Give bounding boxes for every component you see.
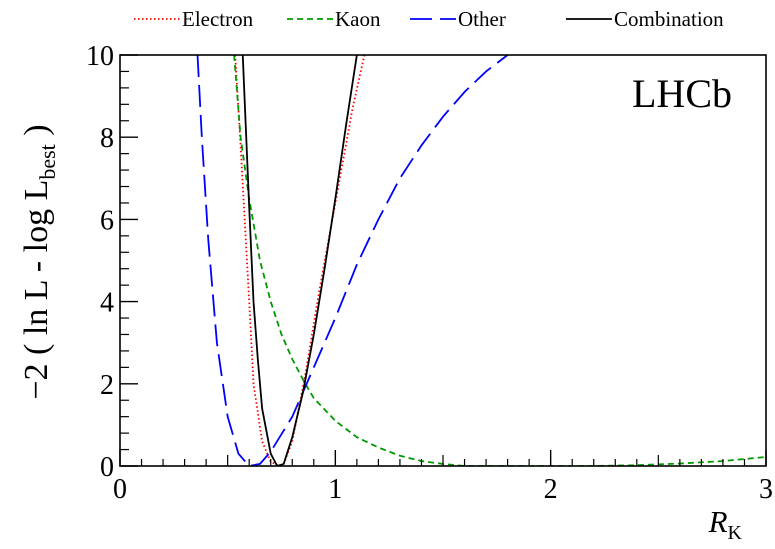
legend-label-other: Other bbox=[458, 7, 506, 31]
legend-label-kaon: Kaon bbox=[335, 7, 381, 31]
y-axis-label: −2 ( ln L - log Lbest ) bbox=[18, 124, 60, 399]
tick-labels: 0 1 2 3 0 2 4 6 8 10 bbox=[86, 41, 773, 505]
y-axis-label-prefix: −2 ( ln L - log L bbox=[18, 180, 55, 400]
x-axis-label: RK bbox=[708, 504, 743, 544]
y-axis-label-suffix: ) bbox=[18, 124, 55, 144]
y-axis-label-sub: best bbox=[35, 144, 60, 179]
y-tick-label: 10 bbox=[86, 41, 114, 72]
series-kaon-line bbox=[233, 55, 766, 466]
ticks bbox=[119, 54, 767, 467]
y-tick-label: 6 bbox=[100, 205, 114, 236]
series-combination-line bbox=[241, 55, 358, 466]
x-tick-label: 2 bbox=[544, 474, 558, 505]
series-electron-line bbox=[234, 55, 366, 466]
x-tick-label: 1 bbox=[328, 474, 342, 505]
annotation-lhcb: LHCb bbox=[632, 71, 732, 116]
y-tick-label: 0 bbox=[100, 452, 114, 483]
x-tick-label: 3 bbox=[759, 474, 773, 505]
y-tick-label: 8 bbox=[100, 123, 114, 154]
y-tick-label: 4 bbox=[100, 288, 114, 319]
x-axis-label-main: R bbox=[708, 504, 728, 539]
legend: Electron Kaon Other Combination bbox=[134, 7, 724, 31]
legend-label-combination: Combination bbox=[614, 7, 724, 31]
x-axis-label-sub: K bbox=[728, 522, 743, 544]
series-other-line bbox=[196, 55, 509, 466]
y-tick-label: 2 bbox=[100, 370, 114, 401]
x-tick-label: 0 bbox=[113, 474, 127, 505]
curves bbox=[196, 55, 766, 466]
legend-label-electron: Electron bbox=[182, 7, 254, 31]
